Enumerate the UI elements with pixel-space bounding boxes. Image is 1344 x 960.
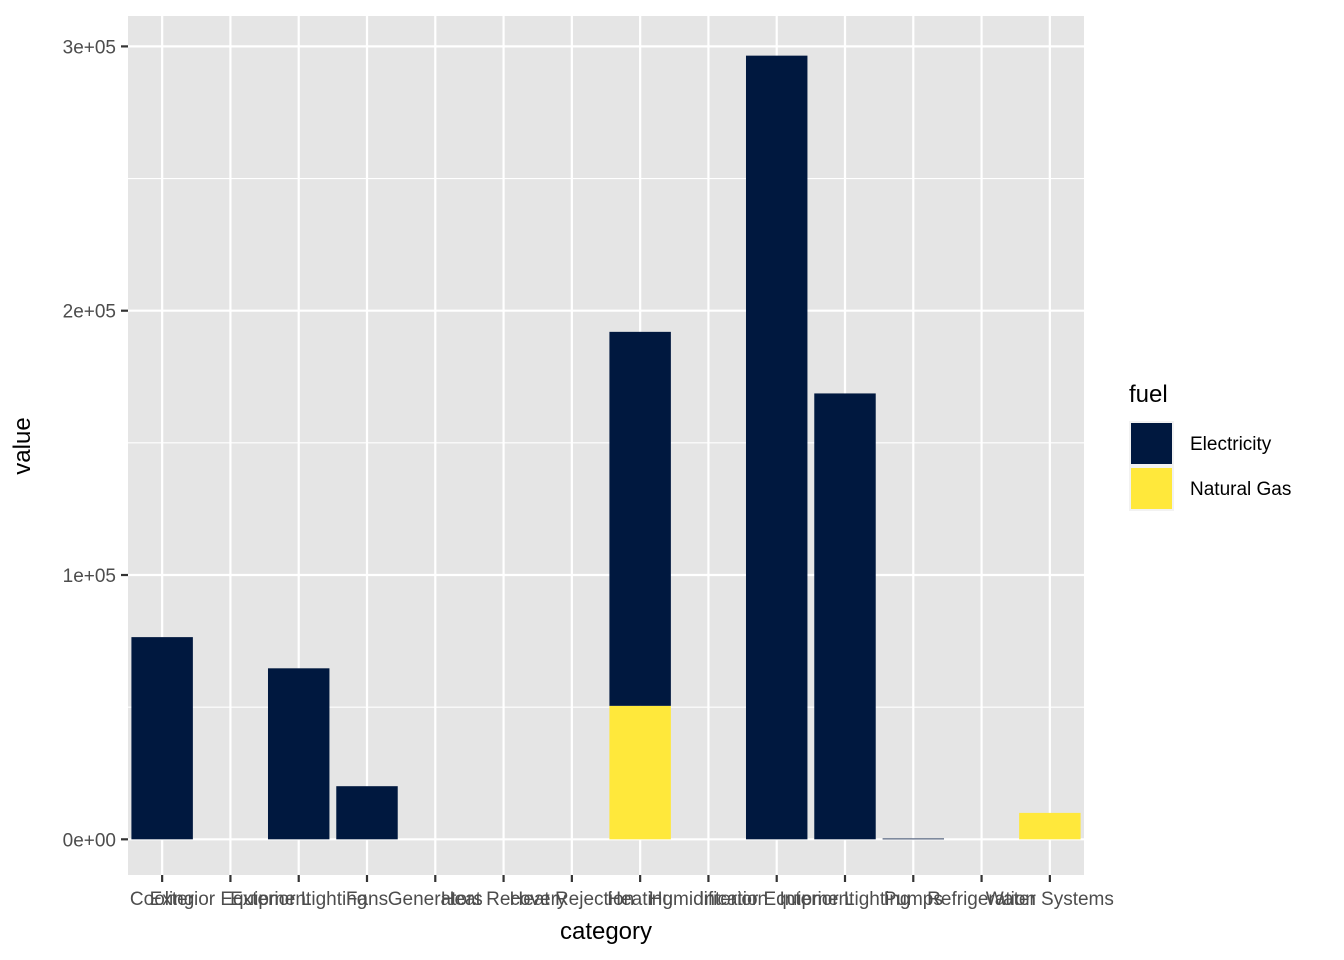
- x-tick-label: Water Systems: [986, 889, 1114, 910]
- bar-electricity-fans: [336, 786, 398, 840]
- y-tick-label: 2e+05: [63, 302, 116, 323]
- y-axis-title: value: [9, 417, 36, 474]
- x-tick-label: Heat Rejection: [510, 889, 635, 910]
- legend: fuel Electricity Natural Gas: [1129, 381, 1291, 511]
- legend-swatch-electricity: [1131, 423, 1172, 464]
- bar-natural-gas-water-systems: [1019, 812, 1081, 840]
- x-tick-label: Pumps: [884, 889, 943, 910]
- x-tick-label: Heat Recovery: [441, 889, 567, 910]
- bar-electricity-heating: [609, 331, 671, 706]
- bar-electricity-pumps: [882, 838, 945, 840]
- legend-label: Electricity: [1190, 434, 1272, 455]
- y-tick-label: 0e+00: [63, 830, 116, 851]
- x-axis-title: category: [560, 918, 652, 945]
- x-tick-label: Fans: [346, 889, 388, 910]
- x-tick-label: Heating: [607, 889, 673, 910]
- bar-natural-gas-heating: [609, 705, 671, 840]
- y-tick-label: 1e+05: [63, 566, 116, 587]
- x-tick-label: Cooling: [130, 889, 194, 910]
- x-tick-label: Generators: [388, 889, 483, 910]
- bar-electricity-interior-equipment: [745, 55, 808, 840]
- x-tick-label: Exterior Equipment: [150, 889, 312, 910]
- legend-title: fuel: [1129, 381, 1168, 408]
- y-tick-label: 3e+05: [63, 37, 116, 58]
- x-tick-label: Refrigeration: [927, 889, 1036, 910]
- bar-electricity-interior-lighting: [814, 393, 876, 840]
- x-tick-label: Exterior Lighting: [230, 889, 367, 910]
- bar-electricity-exterior-lighting: [267, 668, 330, 840]
- x-tick-label: Humidification: [649, 889, 768, 910]
- x-tick-label: Interior Lighting: [780, 889, 911, 910]
- x-tick-label: Interior Equipment: [699, 889, 855, 910]
- legend-swatch-natural-gas: [1131, 468, 1172, 509]
- bar-electricity-cooling: [131, 637, 193, 840]
- y-axis: 0e+00 1e+05 2e+05 3e+05: [63, 37, 128, 851]
- bars: [131, 55, 1081, 840]
- legend-label: Natural Gas: [1190, 479, 1291, 500]
